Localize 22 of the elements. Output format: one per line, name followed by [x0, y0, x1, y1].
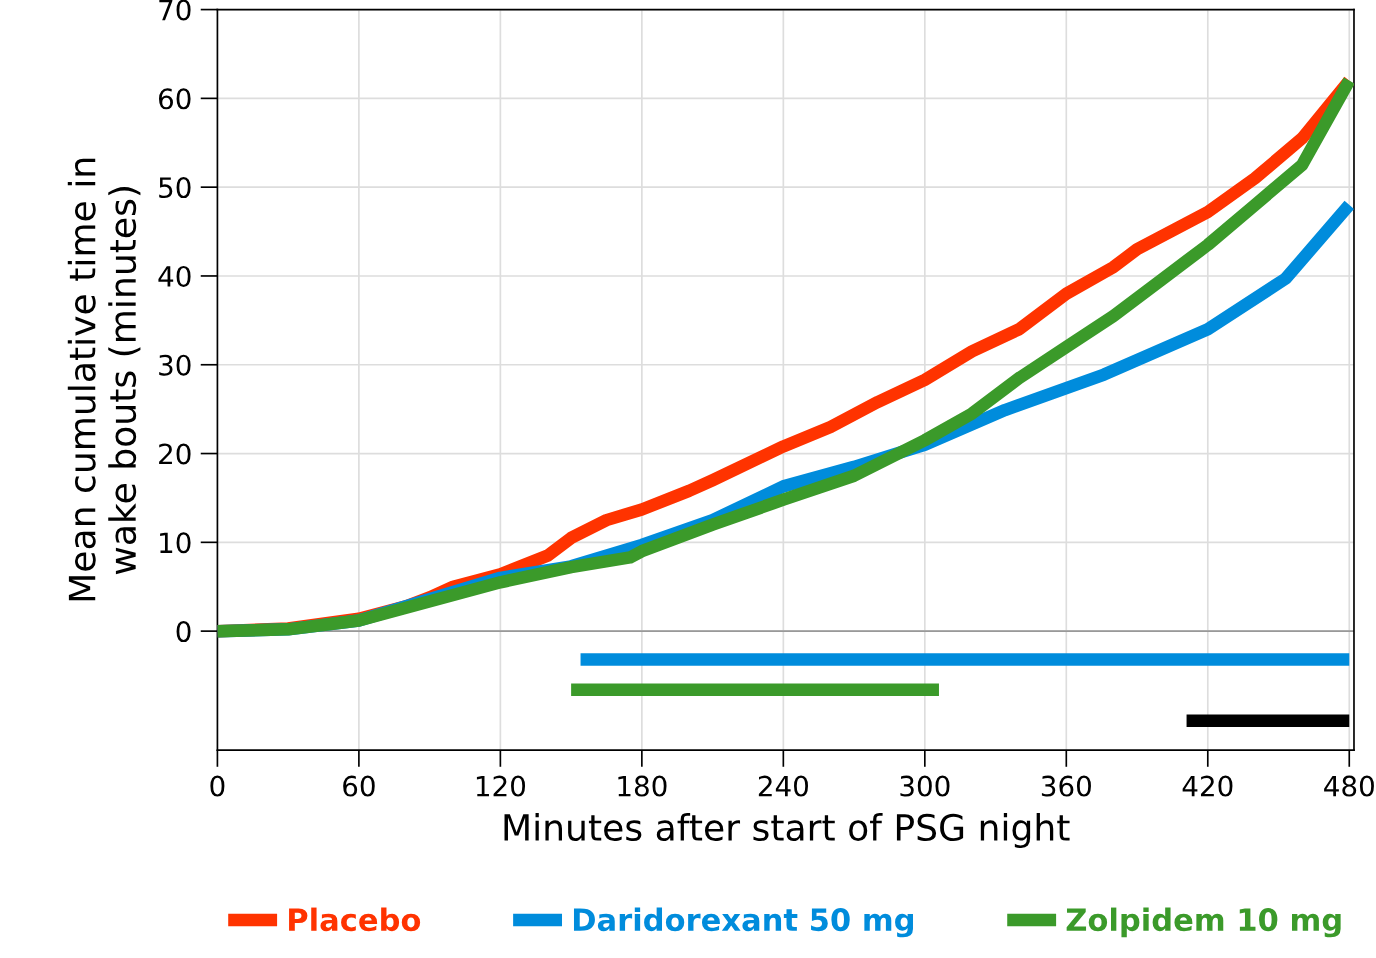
x-tick-label: 60 [343, 775, 375, 797]
x-tick-label: 0 [210, 775, 225, 797]
x-tick-label: 360 [1041, 775, 1091, 797]
y-tick-label: 60 [159, 88, 191, 110]
y-tick-label: 50 [159, 177, 191, 199]
y-tick-label: 10 [160, 532, 191, 554]
x-axis-title: Minutes after start of PSG night [504, 813, 1070, 849]
y-tick-label: 20 [159, 443, 191, 465]
legend-label: Daridorexant 50 mg [573, 907, 913, 938]
y-tick-label: 40 [158, 265, 191, 287]
legend-label: Zolpidem 10 mg [1066, 907, 1341, 938]
y-axis-title: Mean cumulative time in wake bouts (minutes) [67, 158, 141, 601]
y-tick-label: 0 [176, 621, 191, 643]
y-tick-label: 70 [159, 0, 191, 21]
x-tick-label: 420 [1182, 775, 1233, 797]
y-tick-label: 30 [159, 354, 191, 376]
x-tick-label: 240 [758, 775, 808, 797]
x-tick-label: 300 [900, 775, 950, 797]
x-tick-label: 180 [618, 775, 667, 797]
legend-label: Placebo [289, 907, 421, 932]
x-tick-label: 120 [476, 775, 526, 797]
x-tick-label: 480 [1324, 775, 1374, 797]
